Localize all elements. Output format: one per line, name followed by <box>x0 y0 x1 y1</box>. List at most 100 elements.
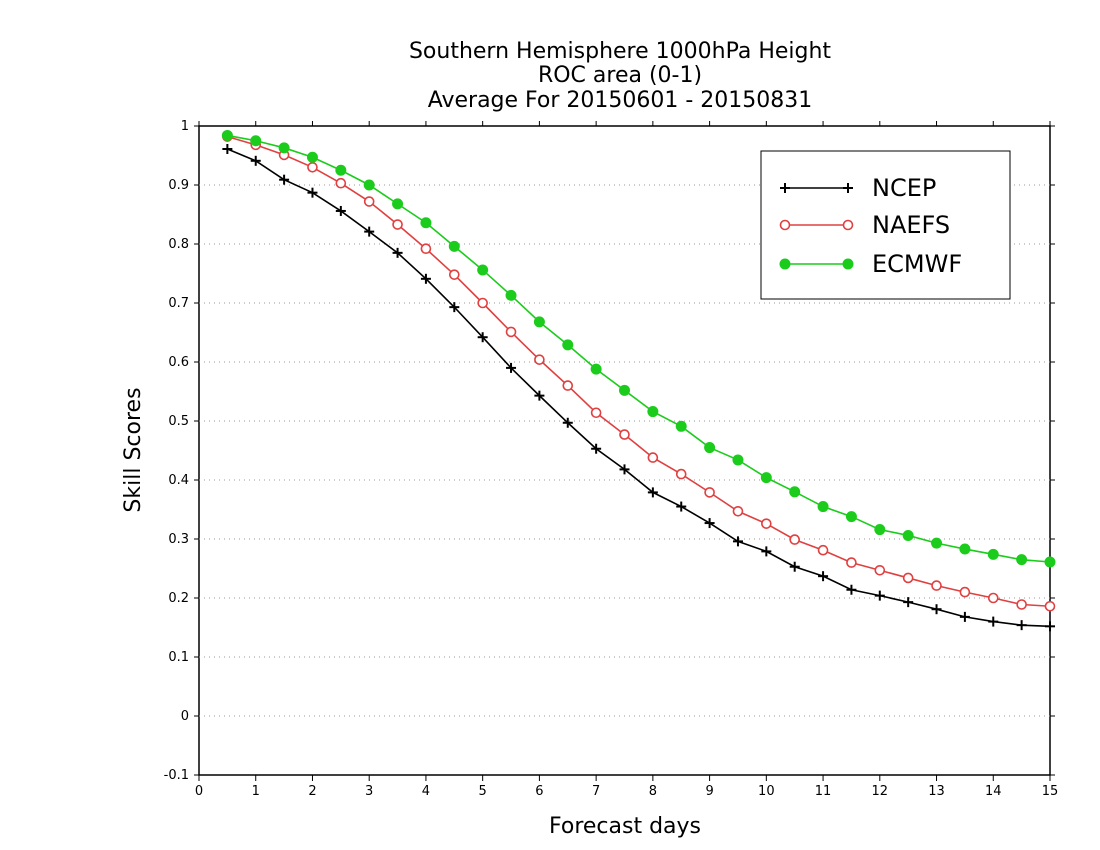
data-point-naefs <box>534 354 545 365</box>
x-tick-label: 12 <box>872 784 889 799</box>
data-point-ecmwf <box>931 537 943 549</box>
data-point-ncep <box>307 187 318 198</box>
data-point-ncep <box>562 417 573 428</box>
data-point-naefs <box>902 572 914 584</box>
data-point-ecmwf <box>959 543 971 555</box>
data-point-naefs <box>817 544 829 556</box>
x-tick-label: 15 <box>1042 784 1059 799</box>
data-point-naefs <box>448 269 460 280</box>
data-point-ecmwf <box>760 472 772 484</box>
data-point-ncep <box>534 390 545 401</box>
y-tick-label: 1 <box>181 119 189 134</box>
data-point-ncep <box>477 332 488 343</box>
y-tick-label: 0.4 <box>168 473 189 488</box>
data-point-ncep <box>732 536 743 547</box>
data-point-naefs <box>392 219 403 230</box>
series-layer <box>221 129 1056 632</box>
data-point-ecmwf <box>533 316 545 328</box>
legend-label-ecmwf: ECMWF <box>872 250 962 278</box>
data-point-ncep <box>279 174 290 185</box>
data-point-ecmwf <box>306 151 318 163</box>
legend-marker <box>843 183 853 193</box>
legend: NCEP NAEFS ECMWF <box>760 150 1011 300</box>
x-tick-label: 1 <box>252 784 260 799</box>
y-tick-label: 0.5 <box>168 414 189 429</box>
y-tick-label: 0 <box>181 709 189 724</box>
data-point-ncep <box>250 155 261 166</box>
data-point-naefs <box>619 429 630 440</box>
chart-subtitle-period: Average For 20150601 - 20150831 <box>428 88 813 113</box>
data-point-ncep <box>818 571 829 582</box>
legend-item-naefs: NAEFS <box>779 211 950 239</box>
data-point-ncep <box>846 584 857 595</box>
data-point-naefs <box>931 580 942 591</box>
y-tick-label: 0.6 <box>168 355 189 370</box>
data-point-ecmwf <box>363 179 375 191</box>
data-point-ncep <box>789 561 800 572</box>
x-tick-label: 2 <box>308 784 316 799</box>
data-point-ncep <box>506 362 517 373</box>
data-point-ncep <box>959 611 970 622</box>
y-tick-label: -0.1 <box>164 768 189 783</box>
data-point-ecmwf <box>278 142 290 154</box>
x-tick-label: 8 <box>649 784 657 799</box>
x-axis-ticks: 0 1 2 3 4 5 6 7 8 9 10 11 12 13 14 15 <box>195 121 1058 799</box>
series-ecmwf <box>221 129 1056 568</box>
x-tick-label: 10 <box>758 784 775 799</box>
data-point-ncep <box>1016 620 1027 631</box>
series-line-ncep <box>227 148 1051 628</box>
data-point-ncep <box>1045 621 1055 632</box>
data-point-ncep <box>676 501 687 512</box>
data-point-ecmwf <box>874 524 886 536</box>
data-point-naefs <box>704 487 715 498</box>
chart-subtitle: ROC area (0-1) <box>538 63 702 88</box>
data-point-ecmwf <box>902 529 914 541</box>
series-naefs <box>222 131 1056 612</box>
y-tick-label: 0.8 <box>168 237 189 252</box>
legend-marker <box>779 258 791 270</box>
chart-title: Southern Hemisphere 1000hPa Height <box>409 39 831 64</box>
data-point-ecmwf <box>392 198 404 210</box>
y-tick-label: 0.9 <box>168 178 189 193</box>
x-tick-label: 3 <box>365 784 373 799</box>
data-point-ncep <box>335 205 346 216</box>
x-tick-label: 13 <box>928 784 945 799</box>
data-point-ecmwf <box>845 511 857 523</box>
data-point-ncep <box>392 247 403 258</box>
data-point-ecmwf <box>704 442 716 454</box>
data-point-ncep <box>449 302 460 313</box>
data-point-ncep <box>874 590 885 601</box>
y-axis-label: Skill Scores <box>121 387 146 512</box>
legend-label-naefs: NAEFS <box>872 211 950 239</box>
data-point-naefs <box>675 468 687 480</box>
data-point-naefs <box>335 177 347 189</box>
data-point-naefs <box>1016 599 1027 610</box>
x-tick-label: 14 <box>985 784 1002 799</box>
legend-marker <box>780 183 790 193</box>
data-point-naefs <box>1044 600 1056 612</box>
data-point-ecmwf <box>1016 554 1028 566</box>
data-point-naefs <box>732 505 744 517</box>
x-tick-label: 4 <box>422 784 430 799</box>
legend-marker <box>842 258 854 270</box>
data-point-ncep <box>761 546 772 557</box>
data-point-naefs <box>307 162 318 173</box>
data-point-naefs <box>590 407 602 419</box>
data-point-ncep <box>222 144 233 155</box>
data-point-ecmwf <box>675 420 687 432</box>
data-point-ecmwf <box>250 135 262 147</box>
data-point-ecmwf <box>732 454 744 466</box>
data-point-ncep <box>988 616 999 627</box>
x-tick-label: 7 <box>592 784 600 799</box>
y-axis-ticks: -0.1 0 0.1 0.2 0.3 0.4 0.5 0.6 0.7 0.8 0.9 1 <box>164 119 1055 783</box>
data-point-ecmwf <box>420 217 432 229</box>
data-point-ecmwf <box>590 363 602 375</box>
data-point-ecmwf <box>221 129 233 141</box>
data-point-naefs <box>789 534 801 545</box>
data-point-ecmwf <box>477 264 489 276</box>
legend-item-ncep: NCEP <box>780 174 936 202</box>
x-tick-label: 9 <box>705 784 713 799</box>
data-point-naefs <box>562 380 574 391</box>
data-point-ncep <box>591 443 602 454</box>
y-tick-label: 0.1 <box>168 650 189 665</box>
